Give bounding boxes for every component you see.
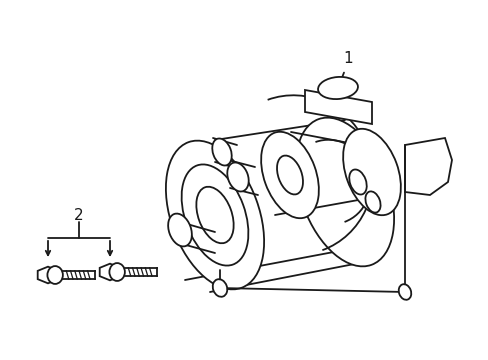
Ellipse shape (317, 77, 357, 99)
Ellipse shape (47, 266, 63, 284)
Ellipse shape (212, 279, 227, 297)
Ellipse shape (196, 187, 233, 243)
Ellipse shape (365, 192, 380, 213)
Ellipse shape (168, 213, 191, 246)
Ellipse shape (343, 129, 400, 215)
Polygon shape (404, 138, 451, 195)
Polygon shape (38, 267, 58, 283)
Ellipse shape (165, 141, 264, 289)
Ellipse shape (181, 165, 248, 266)
Ellipse shape (398, 284, 410, 300)
Ellipse shape (227, 162, 248, 192)
Ellipse shape (261, 132, 318, 218)
Polygon shape (305, 90, 371, 124)
Text: 1: 1 (343, 50, 352, 66)
Polygon shape (100, 264, 120, 280)
Ellipse shape (212, 139, 231, 166)
Ellipse shape (276, 156, 303, 194)
Ellipse shape (348, 170, 366, 194)
Ellipse shape (109, 263, 124, 281)
Ellipse shape (295, 118, 393, 266)
Text: 2: 2 (74, 207, 83, 222)
